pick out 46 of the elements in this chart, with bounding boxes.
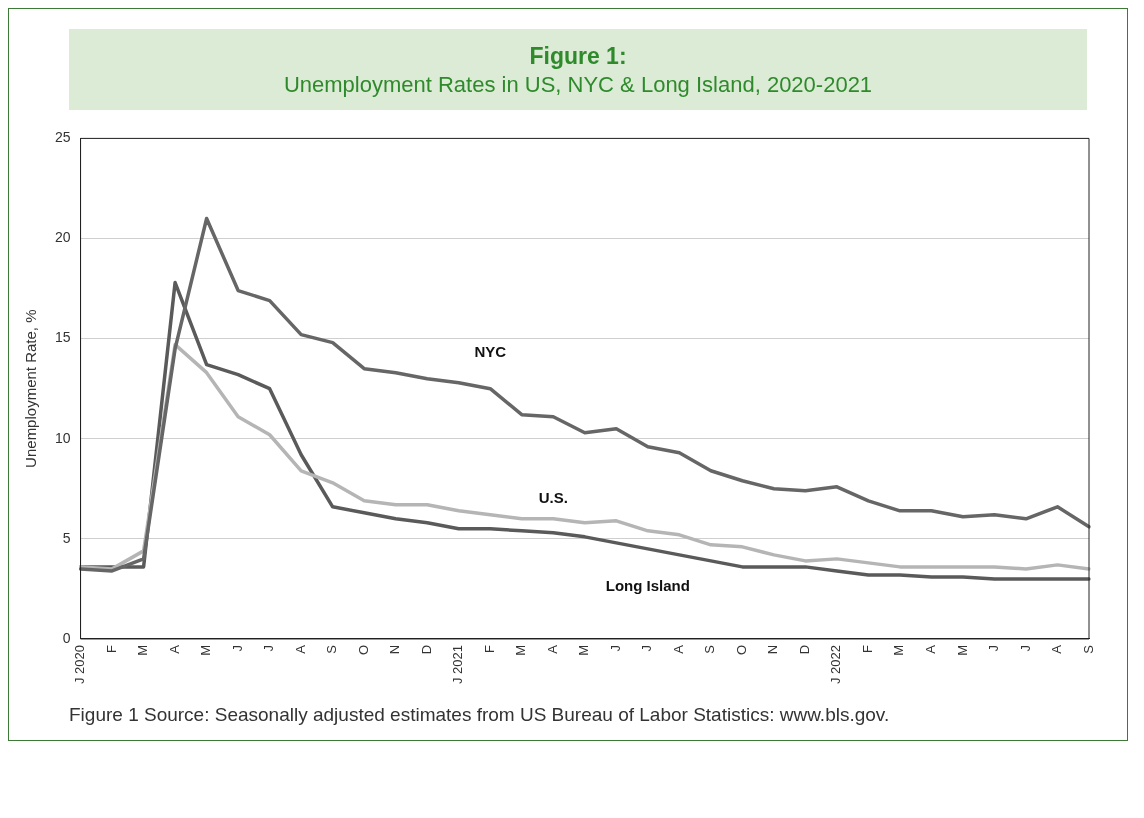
chart-subtitle: Unemployment Rates in US, NYC & Long Island, 2020-2021 — [282, 72, 874, 98]
x-tick-label: A — [292, 644, 308, 654]
x-tick-label: F — [103, 644, 119, 653]
x-tick-label: A — [923, 644, 939, 654]
y-tick-label: 5 — [62, 529, 71, 546]
x-tick-label: O — [355, 644, 371, 656]
y-tick-label: 20 — [54, 229, 71, 246]
x-tick-label: N — [387, 644, 403, 655]
x-tick-label: S — [1080, 644, 1096, 654]
x-tick-label: J — [607, 644, 623, 652]
x-tick-label: O — [733, 644, 749, 656]
x-tick-label: A — [166, 644, 182, 654]
y-tick-label: 15 — [54, 329, 71, 346]
x-tick-label: M — [954, 644, 970, 656]
x-tick-label: M — [576, 644, 592, 656]
caption: Figure 1 Source: Seasonally adjusted estimates from US Bureau of Labor Statistics: www.bls.gov. — [69, 704, 891, 726]
chart-title: Figure 1: — [528, 43, 628, 70]
x-tick-label: J 2020 — [72, 644, 88, 685]
y-tick-label: 0 — [62, 629, 71, 646]
x-tick-label: M — [891, 644, 907, 656]
x-tick-label: A — [1049, 644, 1065, 654]
x-tick-label: A — [670, 644, 686, 654]
x-tick-label: A — [544, 644, 560, 654]
x-tick-label: S — [324, 644, 340, 654]
x-tick-label: S — [702, 644, 718, 654]
x-tick-label: M — [198, 644, 214, 656]
x-tick-label: N — [765, 644, 781, 655]
x-tick-label: M — [135, 644, 151, 656]
series-label: U.S. — [538, 488, 568, 506]
x-tick-label: J — [639, 644, 655, 652]
series-label: Long Island — [605, 577, 690, 595]
x-tick-label: J — [261, 644, 277, 652]
x-tick-label: J 2021 — [450, 644, 466, 685]
y-tick-label: 10 — [54, 429, 71, 446]
x-tick-label: M — [513, 644, 529, 656]
x-tick-label: J — [1017, 644, 1033, 652]
x-tick-label: F — [859, 644, 875, 653]
x-tick-label: D — [418, 644, 434, 655]
y-axis-title: Unemployment Rate, % — [22, 309, 40, 468]
x-tick-label: J 2022 — [828, 644, 844, 685]
x-tick-label: D — [796, 644, 812, 655]
series-label: NYC — [474, 342, 507, 360]
y-tick-label: 25 — [54, 129, 71, 146]
x-tick-label: F — [481, 644, 497, 653]
x-tick-label: J — [229, 644, 245, 652]
x-tick-label: J — [986, 644, 1002, 652]
